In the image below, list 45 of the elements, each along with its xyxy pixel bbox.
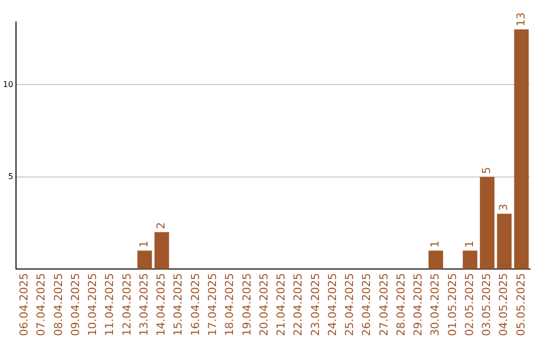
x-tick-label: 24.04.2025 — [326, 273, 339, 336]
bar — [480, 176, 494, 270]
x-tick-label: 26.04.2025 — [360, 273, 374, 336]
x-tick-label: 14.04.2025 — [154, 273, 168, 336]
data-label: 5 — [480, 166, 494, 174]
x-tick-label: 25.04.2025 — [343, 273, 356, 336]
x-tick-label: 06.04.2025 — [18, 273, 31, 336]
bar — [154, 232, 170, 270]
x-tick-label: 18.04.2025 — [223, 273, 236, 336]
x-tick-label: 29.04.2025 — [412, 273, 425, 336]
x-tick-label: 01.05.2025 — [446, 273, 459, 336]
x-tick-label: 19.04.2025 — [240, 273, 254, 336]
x-tick-label: 08.04.2025 — [52, 273, 65, 336]
y-tick-label: 10 — [2, 80, 14, 89]
data-label: 13 — [514, 12, 528, 26]
x-tick-label: 11.04.2025 — [103, 273, 116, 336]
data-label: 2 — [154, 222, 168, 230]
x-tick-label: 21.04.2025 — [274, 273, 288, 336]
x-tick-label: 12.04.2025 — [120, 273, 134, 336]
bar — [428, 250, 444, 270]
x-tick-label: 10.04.2025 — [86, 273, 100, 336]
x-tick-label: 20.04.2025 — [257, 273, 270, 336]
x-tick-label: 05.05.2025 — [514, 273, 528, 336]
x-tick-label: 04.05.2025 — [497, 273, 510, 336]
x-tick-label: 07.04.2025 — [34, 273, 48, 336]
bar — [137, 250, 152, 270]
bar — [497, 214, 512, 270]
data-label: 3 — [497, 204, 510, 211]
bar — [514, 29, 529, 270]
data-label: 1 — [428, 240, 442, 248]
x-tick-label: 30.04.2025 — [428, 273, 442, 336]
x-tick-label: 23.04.2025 — [308, 273, 322, 336]
x-tick-label: 16.04.2025 — [188, 273, 202, 336]
data-label: 1 — [137, 240, 150, 248]
x-tick-label: 03.05.2025 — [480, 273, 494, 336]
x-tick-label: 15.04.2025 — [172, 273, 185, 336]
data-label: 1 — [462, 240, 476, 248]
x-tick-label: 02.05.2025 — [462, 273, 476, 336]
x-tick-label: 09.04.2025 — [68, 273, 82, 336]
x-tick-label: 28.04.2025 — [394, 273, 408, 336]
x-tick-label: 17.04.2025 — [206, 273, 220, 336]
x-tick-label: 13.04.2025 — [137, 273, 150, 336]
x-tick-label: 27.04.2025 — [377, 273, 390, 336]
x-tick-label: 22.04.2025 — [292, 273, 305, 336]
bar — [462, 250, 478, 270]
